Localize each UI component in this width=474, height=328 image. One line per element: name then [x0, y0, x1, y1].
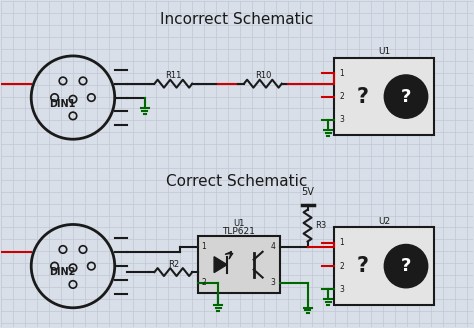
- Text: 3: 3: [339, 115, 344, 124]
- Text: 3: 3: [339, 285, 344, 294]
- Text: ?: ?: [356, 87, 368, 107]
- Polygon shape: [214, 257, 227, 273]
- Text: ?: ?: [401, 257, 411, 275]
- Bar: [335, 227, 434, 305]
- Text: R10: R10: [255, 71, 271, 80]
- Text: 1: 1: [201, 242, 206, 251]
- Text: DIN1: DIN1: [49, 98, 76, 109]
- Text: U1: U1: [378, 48, 390, 56]
- Text: U1: U1: [233, 219, 245, 228]
- Text: R2: R2: [168, 260, 179, 269]
- Text: 1: 1: [339, 69, 344, 78]
- Circle shape: [384, 244, 428, 288]
- Text: 4: 4: [271, 242, 276, 251]
- Circle shape: [384, 75, 428, 118]
- Text: R3: R3: [316, 221, 327, 230]
- Text: R11: R11: [165, 71, 182, 80]
- Text: 1: 1: [339, 238, 344, 247]
- Text: 3: 3: [271, 278, 276, 287]
- Text: 2: 2: [339, 262, 344, 271]
- Text: 5V: 5V: [301, 187, 314, 197]
- Text: DIN2: DIN2: [49, 267, 76, 277]
- Text: TLP621: TLP621: [223, 227, 255, 236]
- Bar: [198, 236, 280, 293]
- Text: ?: ?: [401, 88, 411, 106]
- Text: 2: 2: [339, 92, 344, 101]
- Text: U2: U2: [378, 217, 390, 226]
- Bar: [335, 58, 434, 135]
- Text: Incorrect Schematic: Incorrect Schematic: [160, 12, 314, 27]
- Text: ?: ?: [356, 256, 368, 276]
- Text: Correct Schematic: Correct Schematic: [166, 174, 308, 189]
- Text: 2: 2: [201, 278, 206, 287]
